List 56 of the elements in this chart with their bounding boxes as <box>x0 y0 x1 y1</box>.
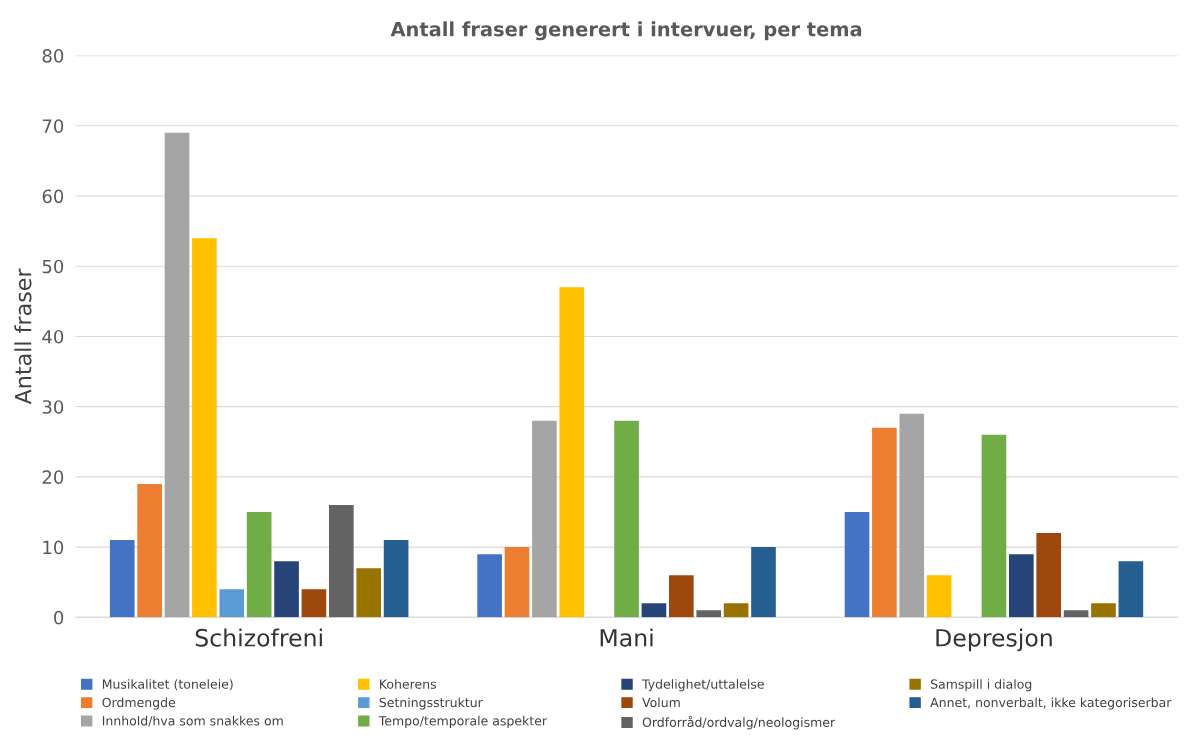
legend-label: Annet, nonverbalt, ikke kategoriserbar <box>930 697 1172 710</box>
y-tick-label: 30 <box>42 400 64 414</box>
y-tick-label: 50 <box>42 259 64 274</box>
bar <box>109 540 135 618</box>
bar <box>219 589 245 618</box>
x-tick-label: Depresjon <box>936 628 1052 652</box>
legend-label: Tydelighet/uttalelse <box>642 679 764 692</box>
bar <box>504 547 530 618</box>
bar <box>383 540 409 618</box>
y-tick-label: 80 <box>42 49 64 63</box>
bar <box>532 420 557 618</box>
legend-label: Koherens <box>380 679 437 689</box>
bar <box>164 132 190 618</box>
bar <box>356 568 382 618</box>
bar <box>1009 554 1034 618</box>
legend-label: Ordmengde <box>102 697 176 710</box>
bar <box>696 610 722 618</box>
bar <box>926 575 952 618</box>
y-tick-label: 70 <box>42 119 64 133</box>
bar <box>614 420 639 618</box>
x-tick-label: Schizofreni <box>195 628 322 647</box>
legend-label: Volum <box>642 697 680 708</box>
y-tick-label: 60 <box>42 189 64 204</box>
bar <box>1063 610 1089 618</box>
bar <box>274 561 299 618</box>
bar <box>844 511 870 618</box>
bar <box>1118 561 1144 618</box>
legend-label: Setningsstruktur <box>379 697 483 710</box>
legend-label: Samspill i dialog <box>930 679 1032 692</box>
bar <box>751 547 776 618</box>
legend-label: Musikalitet (toneleie) <box>102 679 233 691</box>
y-tick-label: 20 <box>42 470 64 484</box>
chart-title: Antall fraser generert i intervuer, per tema <box>390 21 862 41</box>
legend-label: Ordforråd/ordvalg/neologismer <box>642 715 836 730</box>
bar <box>723 603 749 618</box>
bar <box>301 589 327 618</box>
y-tick-label: 40 <box>42 329 64 344</box>
bar <box>192 238 217 618</box>
bar <box>329 504 354 618</box>
legend-label: Innhold/hva som snakkes om <box>102 715 283 727</box>
bar <box>137 483 162 618</box>
bar <box>981 434 1007 618</box>
y-axis-title: Antall fraser <box>14 268 32 405</box>
legend-label: Tempo/temporale aspekter <box>378 715 548 728</box>
y-tick-label: 0 <box>54 610 64 625</box>
bar <box>899 413 925 618</box>
bar <box>872 427 897 618</box>
bar <box>559 287 585 618</box>
bar <box>641 603 667 618</box>
bar <box>669 575 694 618</box>
bar <box>1036 533 1062 618</box>
bar <box>246 511 272 618</box>
x-tick-label: Mani <box>600 628 653 647</box>
y-tick-label: 10 <box>43 540 64 555</box>
bar <box>1091 603 1116 618</box>
bar <box>477 554 502 618</box>
